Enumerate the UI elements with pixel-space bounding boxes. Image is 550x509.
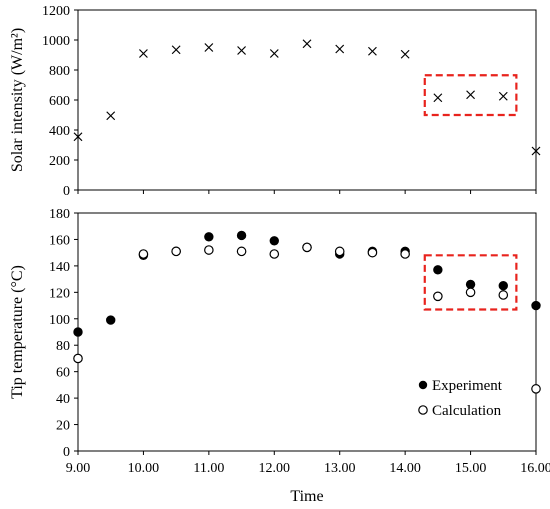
x-tick-label: 10.00	[128, 461, 160, 476]
data-point-calculation	[334, 246, 345, 257]
data-point-experiment	[73, 327, 83, 337]
x-tick-label: 9.00	[66, 461, 91, 476]
cross-stroke	[73, 132, 83, 142]
x-tick-label: 15.00	[455, 461, 487, 476]
data-point-cross	[466, 90, 475, 100]
y-tick-label: 1000	[42, 34, 70, 49]
cross-stroke	[269, 49, 279, 58]
data-point-experiment	[465, 279, 476, 290]
x-tick-label: 13.00	[324, 461, 356, 476]
y-tick-label: 40	[56, 392, 70, 407]
cross-stroke	[139, 49, 148, 58]
cross-stroke	[302, 39, 312, 49]
data-point-experiment	[106, 315, 116, 325]
data-point-experiment	[269, 236, 279, 246]
data-point-cross	[335, 44, 345, 54]
y-tick-label: 800	[49, 64, 70, 79]
x-axis-title: Time	[290, 488, 323, 505]
y-axis-title: Solar intensity (W/m²)	[9, 28, 26, 172]
data-point-cross	[400, 49, 410, 59]
data-point-cross	[106, 111, 116, 121]
data-point-calculation	[236, 246, 247, 257]
cross-stroke	[466, 90, 475, 100]
data-point-calculation	[531, 384, 541, 394]
legend-label: Experiment	[432, 378, 503, 394]
data-point-experiment	[236, 230, 247, 241]
highlight-box	[423, 254, 518, 311]
data-point-calculation	[465, 287, 476, 298]
legend-marker-calculation	[418, 405, 428, 415]
data-point-calculation	[400, 249, 410, 259]
data-point-calculation	[433, 291, 443, 302]
data-point-experiment	[498, 281, 508, 291]
data-point-experiment	[204, 232, 214, 242]
data-point-cross	[204, 43, 214, 52]
x-tick-label: 12.00	[259, 461, 291, 476]
y-tick-label: 1200	[42, 4, 70, 19]
cross-stroke	[237, 46, 246, 55]
y-tick-label: 200	[49, 154, 70, 169]
data-point-calculation	[498, 290, 509, 300]
solar-intensity-panel: 0 200 400 600 800 1000 1200 Solar intensity (W/…	[9, 4, 541, 199]
data-point-cross	[433, 93, 443, 103]
data-point-cross	[73, 132, 83, 142]
data-point-cross	[368, 46, 377, 56]
y-tick-label: 600	[49, 94, 70, 109]
x-tick-label: 14.00	[389, 461, 421, 476]
data-point-calculation	[204, 245, 214, 255]
data-point-cross	[139, 49, 148, 58]
y-tick-label: 20	[56, 419, 70, 434]
cross-stroke	[531, 146, 541, 156]
y-axis-title: Tip temperature (°C)	[9, 265, 26, 399]
data-point-cross	[498, 91, 508, 101]
tip-temperature-panel: 0 20 40 60 80 100 120 140 160 180 9.00 10.00 11.00 12…	[9, 207, 550, 505]
x-tick-label: 11.00	[193, 461, 224, 476]
y-tick-label: 80	[56, 339, 70, 354]
data-point-cross	[237, 46, 246, 55]
x-tick-label: 16.00	[520, 461, 550, 476]
data-point-cross	[302, 39, 312, 49]
plot-frame	[77, 9, 537, 191]
y-tick-label: 180	[49, 207, 70, 222]
y-tick-label: 60	[56, 366, 70, 381]
data-point-calculation	[367, 247, 378, 258]
data-point-calculation	[171, 246, 181, 257]
data-point-calculation	[269, 249, 280, 259]
highlight-box	[423, 74, 518, 117]
y-tick-label: 160	[49, 233, 70, 248]
data-point-experiment	[433, 265, 443, 275]
data-point-calculation	[73, 353, 83, 364]
y-tick-label: 0	[63, 445, 70, 460]
cross-stroke	[204, 43, 214, 52]
data-point-calculation	[302, 242, 312, 253]
y-tick-label: 0	[63, 184, 70, 199]
cross-stroke	[400, 49, 410, 59]
data-point-calculation	[138, 249, 149, 259]
cross-stroke	[368, 46, 377, 56]
legend-label: Calculation	[432, 403, 502, 419]
y-tick-label: 120	[49, 286, 70, 301]
cross-stroke	[433, 93, 443, 103]
y-tick-label: 400	[49, 124, 70, 139]
cross-stroke	[335, 44, 345, 54]
cross-stroke	[498, 91, 508, 101]
cross-stroke	[171, 45, 181, 55]
y-tick-label: 100	[49, 313, 70, 328]
data-point-cross	[171, 45, 181, 55]
legend-marker-experiment	[418, 380, 428, 390]
data-point-experiment	[531, 300, 541, 311]
y-tick-label: 140	[49, 260, 70, 275]
data-point-cross	[269, 49, 279, 58]
cross-stroke	[106, 111, 116, 121]
data-point-cross	[531, 146, 541, 156]
